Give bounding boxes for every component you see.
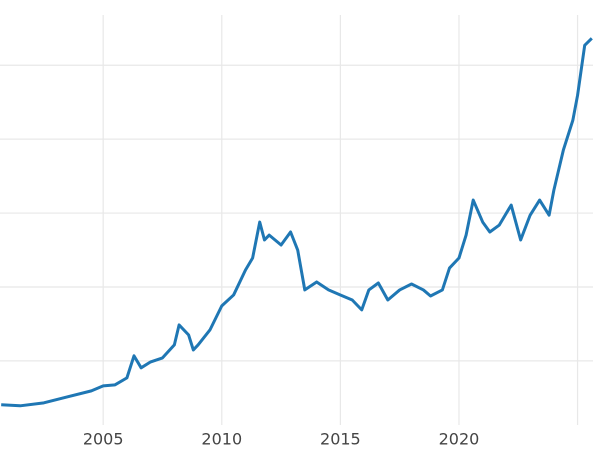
x-tick-label: 2020 [439,430,480,449]
x-tick-label: 2010 [201,430,242,449]
data-line [1,37,593,408]
x-tick-label: 2005 [83,430,124,449]
x-tick-label: 2015 [320,430,361,449]
